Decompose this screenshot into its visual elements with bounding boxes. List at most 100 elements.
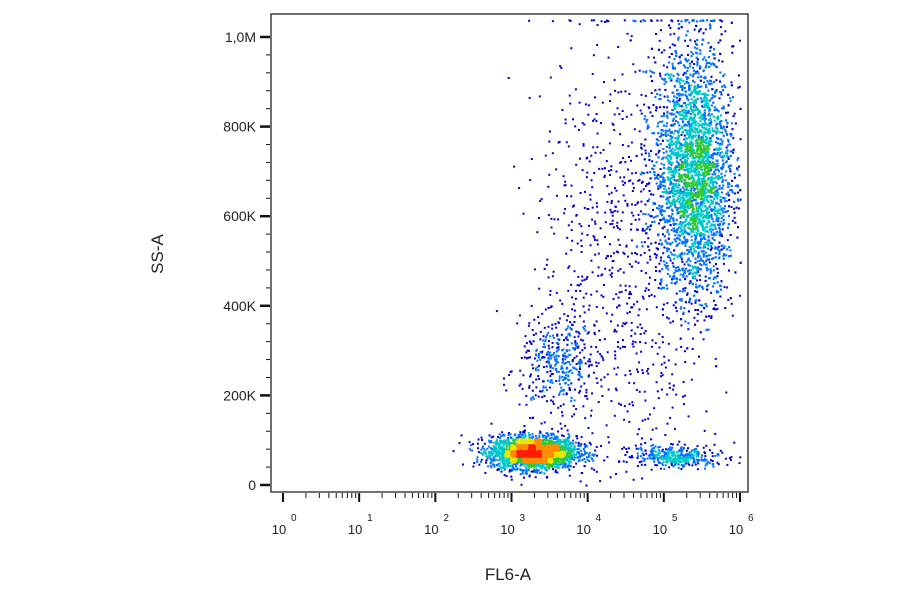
event-point	[530, 470, 533, 473]
event-point	[727, 298, 730, 301]
event-point	[730, 21, 733, 24]
event-point	[644, 149, 647, 152]
event-point	[573, 456, 576, 459]
event-point	[631, 172, 634, 175]
event-point	[729, 170, 732, 173]
event-point	[733, 176, 736, 179]
event-point	[658, 204, 661, 207]
event-point	[643, 118, 646, 121]
event-point	[666, 455, 669, 458]
event-point	[704, 230, 707, 233]
event-point	[557, 355, 560, 358]
event-point	[703, 199, 706, 202]
event-point	[645, 164, 647, 167]
event-point	[730, 155, 732, 157]
event-point	[676, 208, 679, 211]
event-point	[661, 341, 664, 344]
event-point	[668, 160, 671, 163]
event-point	[679, 221, 682, 224]
event-point	[661, 191, 664, 193]
event-point	[490, 440, 493, 443]
event-point	[667, 447, 670, 450]
event-point	[704, 303, 707, 305]
event-point	[687, 171, 690, 174]
event-point	[675, 52, 678, 55]
event-point	[519, 314, 521, 317]
event-point	[698, 117, 701, 120]
event-point	[653, 56, 655, 59]
event-point	[552, 402, 555, 405]
event-point	[720, 200, 723, 203]
event-point	[582, 326, 585, 329]
event-point	[714, 95, 717, 98]
event-point	[686, 30, 689, 33]
event-point	[680, 299, 683, 302]
event-point	[659, 219, 662, 222]
event-point	[511, 468, 514, 471]
event-point	[683, 307, 686, 310]
event-point	[599, 353, 602, 356]
event-point	[719, 449, 722, 452]
event-point	[672, 384, 675, 387]
event-point	[659, 195, 662, 198]
event-point	[691, 79, 694, 82]
event-point	[675, 348, 678, 351]
event-point	[727, 157, 730, 160]
event-point	[676, 77, 679, 80]
event-point	[698, 86, 701, 88]
event-point	[665, 453, 668, 456]
event-point	[560, 386, 563, 389]
event-point	[516, 462, 518, 465]
event-point	[692, 454, 695, 457]
event-point	[673, 67, 676, 70]
event-point	[632, 63, 635, 66]
event-point	[556, 471, 559, 474]
event-point	[672, 203, 675, 206]
event-point	[654, 61, 657, 64]
event-point	[670, 112, 673, 115]
event-point	[728, 269, 730, 272]
event-point	[657, 139, 660, 142]
event-point	[537, 369, 540, 372]
event-point	[582, 405, 585, 408]
event-point	[699, 303, 702, 306]
event-point	[696, 241, 699, 244]
event-point	[587, 456, 590, 459]
event-point	[600, 20, 603, 23]
event-point	[725, 160, 728, 163]
event-point	[659, 98, 662, 101]
event-point	[709, 23, 711, 26]
event-point	[663, 163, 666, 166]
event-point	[688, 301, 691, 304]
event-point	[530, 343, 533, 345]
event-point	[622, 183, 625, 186]
event-point	[650, 468, 653, 471]
event-point	[719, 284, 722, 287]
event-point	[630, 265, 633, 268]
event-point	[585, 395, 588, 397]
event-point	[638, 308, 641, 311]
event-point	[624, 90, 627, 93]
event-point	[560, 333, 563, 336]
event-point	[472, 465, 475, 468]
event-point	[519, 468, 522, 471]
event-point	[616, 324, 619, 327]
event-point	[634, 285, 637, 288]
event-point	[567, 289, 570, 292]
event-point	[520, 356, 523, 359]
event-point	[662, 184, 665, 187]
event-point	[559, 463, 562, 466]
event-point	[715, 263, 717, 266]
event-point	[678, 269, 681, 272]
event-point	[528, 349, 530, 352]
event-point	[697, 253, 700, 256]
event-point	[682, 73, 685, 76]
event-point	[555, 326, 558, 329]
event-point	[691, 75, 694, 78]
event-point	[662, 177, 665, 179]
event-point	[660, 279, 663, 281]
event-point	[697, 72, 700, 75]
event-point	[554, 364, 557, 367]
event-point	[656, 390, 659, 393]
